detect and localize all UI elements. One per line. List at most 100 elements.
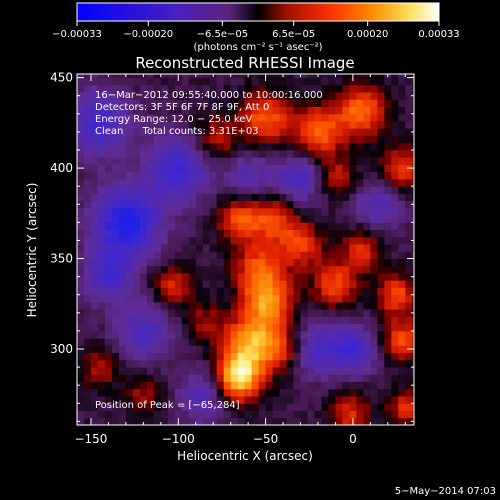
heatmap-cell bbox=[265, 258, 273, 267]
heatmap-cell bbox=[342, 135, 350, 144]
heatmap-cell bbox=[314, 417, 322, 425]
heatmap-cell bbox=[370, 345, 378, 354]
heatmap-cell bbox=[104, 352, 113, 361]
heatmap-cell bbox=[181, 359, 190, 368]
heatmap-cell bbox=[209, 309, 218, 317]
heatmap-cell bbox=[321, 352, 329, 361]
heatmap-cell bbox=[328, 330, 336, 339]
heatmap-cell bbox=[279, 280, 287, 288]
heatmap-cell bbox=[223, 99, 232, 107]
heatmap-cell bbox=[349, 338, 357, 346]
heatmap-cell bbox=[398, 171, 406, 180]
heatmap-cell bbox=[405, 244, 413, 252]
heatmap-cell bbox=[132, 157, 141, 165]
heatmap-cell bbox=[195, 403, 204, 411]
heatmap-cell bbox=[195, 374, 204, 382]
heatmap-cell bbox=[258, 84, 266, 93]
heatmap-cell bbox=[244, 207, 253, 216]
heatmap-cell bbox=[279, 388, 287, 397]
annotation-line: Detectors: 3F 5F 6F 7F 8F 9F, Att 0 bbox=[95, 102, 269, 113]
heatmap-cell bbox=[118, 280, 127, 288]
heatmap-cell bbox=[202, 388, 211, 397]
heatmap-cell bbox=[328, 367, 336, 375]
heatmap-cell bbox=[293, 135, 301, 144]
heatmap-cell bbox=[83, 178, 92, 187]
heatmap-cell bbox=[132, 359, 141, 368]
heatmap-cell bbox=[230, 359, 239, 368]
heatmap-cell bbox=[111, 164, 120, 173]
heatmap-cell bbox=[188, 396, 197, 404]
heatmap-cell bbox=[377, 77, 385, 86]
heatmap-cell bbox=[265, 280, 273, 288]
heatmap-cell bbox=[377, 410, 385, 419]
heatmap-cell bbox=[174, 352, 183, 361]
heatmap-cell bbox=[188, 294, 197, 303]
heatmap-cell bbox=[83, 113, 92, 122]
heatmap-cell bbox=[398, 77, 406, 86]
heatmap-cell bbox=[237, 323, 246, 332]
heatmap-cell bbox=[146, 106, 155, 115]
heatmap-cell bbox=[146, 258, 155, 267]
heatmap-cell bbox=[300, 338, 308, 346]
heatmap-cell bbox=[265, 359, 273, 368]
heatmap-cell bbox=[286, 121, 294, 129]
heatmap-cell bbox=[132, 258, 141, 267]
heatmap-cell bbox=[139, 193, 148, 202]
heatmap-cell bbox=[230, 388, 239, 397]
heatmap-cell bbox=[370, 359, 378, 368]
heatmap-cell bbox=[132, 381, 141, 390]
heatmap-cell bbox=[125, 309, 134, 317]
heatmap-cell bbox=[146, 374, 155, 382]
heatmap-cell bbox=[104, 135, 113, 144]
heatmap-cell bbox=[391, 77, 399, 86]
heatmap-cell bbox=[370, 388, 378, 397]
heatmap-cell bbox=[251, 381, 259, 390]
heatmap-cell bbox=[265, 157, 273, 165]
heatmap-cell bbox=[377, 200, 385, 209]
heatmap-cell bbox=[293, 74, 301, 79]
heatmap-cell bbox=[272, 280, 280, 288]
heatmap-cell bbox=[132, 142, 141, 151]
heatmap-cell bbox=[167, 149, 176, 158]
heatmap-cell bbox=[279, 157, 287, 165]
annotation-block: 16−Mar−2012 09:55:40.000 to 10:00:16.000… bbox=[95, 90, 323, 137]
heatmap-cell bbox=[153, 251, 162, 259]
heatmap-cell bbox=[216, 171, 225, 180]
heatmap-cell bbox=[286, 128, 294, 136]
heatmap-cell bbox=[90, 186, 99, 194]
heatmap-cell bbox=[111, 207, 120, 216]
heatmap-cell bbox=[279, 330, 287, 339]
heatmap-cell bbox=[216, 280, 225, 288]
heatmap-cell bbox=[293, 251, 301, 259]
heatmap-cell bbox=[258, 403, 266, 411]
heatmap-cell bbox=[370, 273, 378, 281]
heatmap-cell bbox=[167, 74, 176, 79]
heatmap-cell bbox=[153, 417, 162, 425]
heatmap-cell bbox=[265, 287, 273, 296]
heatmap-cell bbox=[251, 106, 259, 115]
heatmap-cell bbox=[223, 309, 232, 317]
heatmap-cell bbox=[97, 215, 106, 223]
heatmap-cell bbox=[181, 142, 190, 151]
heatmap-cell bbox=[335, 149, 343, 158]
heatmap-cell bbox=[342, 367, 350, 375]
heatmap-cell bbox=[209, 294, 218, 303]
heatmap-cell bbox=[139, 338, 148, 346]
heatmap-cell bbox=[307, 193, 315, 202]
heatmap-cell bbox=[139, 403, 148, 411]
heatmap-cell bbox=[139, 200, 148, 209]
heatmap-cell bbox=[307, 280, 315, 288]
heatmap-cell bbox=[181, 280, 190, 288]
heatmap-cell bbox=[328, 301, 336, 310]
heatmap-cell bbox=[335, 287, 343, 296]
heatmap-cell bbox=[195, 157, 204, 165]
heatmap-cell bbox=[356, 367, 364, 375]
heatmap-cell bbox=[77, 142, 85, 151]
heatmap-cell bbox=[209, 258, 218, 267]
heatmap-cell bbox=[384, 381, 392, 390]
heatmap-cell bbox=[391, 74, 399, 79]
heatmap-cell bbox=[405, 265, 413, 274]
heatmap-cell bbox=[216, 417, 225, 425]
heatmap-cell bbox=[251, 316, 259, 325]
heatmap-cell bbox=[188, 323, 197, 332]
